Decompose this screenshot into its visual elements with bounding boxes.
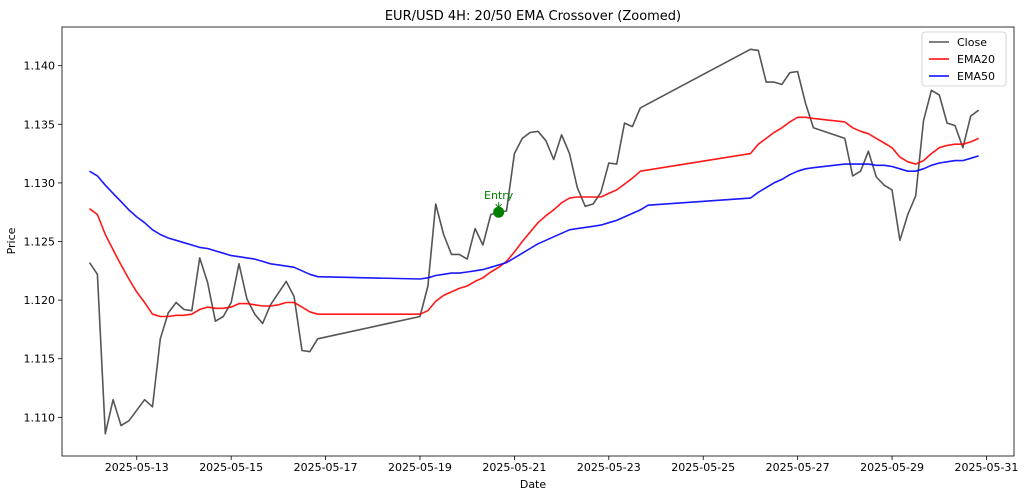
entry-label: Entry <box>484 189 514 202</box>
series-line-ema50 <box>89 155 979 280</box>
entry-arrow-head <box>495 203 503 208</box>
annotation-layer: Entry <box>484 189 514 218</box>
series-line-close <box>88 48 980 435</box>
x-tick-label: 2025-05-31 <box>954 461 1018 474</box>
series-layer <box>88 48 980 435</box>
legend: Close EMA20 EMA50 <box>921 31 1007 87</box>
y-tick-label: 1.140 <box>24 60 56 73</box>
x-tick-label: 2025-05-13 <box>105 461 169 474</box>
x-tick-label: 2025-05-15 <box>199 461 263 474</box>
x-tick-label: 2025-05-21 <box>482 461 546 474</box>
x-tick-label: 2025-05-25 <box>671 461 735 474</box>
y-tick-label: 1.130 <box>24 177 56 190</box>
x-tick-label: 2025-05-23 <box>577 461 641 474</box>
x-tick-label: 2025-05-19 <box>388 461 452 474</box>
series-line-ema20 <box>89 116 979 318</box>
x-axis-ticks: 2025-05-13 2025-05-15 2025-05-17 2025-05-19… <box>105 456 1018 474</box>
y-axis-ticks: 1.110 1.115 1.120 1.125 1.130 1.135 1.140 <box>24 60 62 424</box>
chart-title: EUR/USD 4H: 20/50 EMA Crossover (Zoomed) <box>385 9 681 24</box>
x-axis-label: Date <box>520 478 547 491</box>
y-axis-label: Price <box>5 227 18 254</box>
legend-box <box>921 31 1007 87</box>
y-tick-label: 1.135 <box>24 118 56 131</box>
entry-marker <box>493 206 505 218</box>
x-tick-label: 2025-05-17 <box>294 461 358 474</box>
plot-area-frame <box>61 26 1015 457</box>
x-tick-label: 2025-05-27 <box>766 461 830 474</box>
y-tick-label: 1.120 <box>24 294 56 307</box>
legend-items: Close EMA20 EMA50 <box>929 36 995 83</box>
legend-label-ema20: EMA20 <box>957 53 995 66</box>
x-tick-label: 2025-05-29 <box>860 461 924 474</box>
y-tick-label: 1.115 <box>24 353 56 366</box>
legend-label-ema50: EMA50 <box>957 70 995 83</box>
y-tick-label: 1.125 <box>24 236 56 249</box>
legend-label-close: Close <box>957 36 987 49</box>
y-tick-label: 1.110 <box>24 411 56 424</box>
